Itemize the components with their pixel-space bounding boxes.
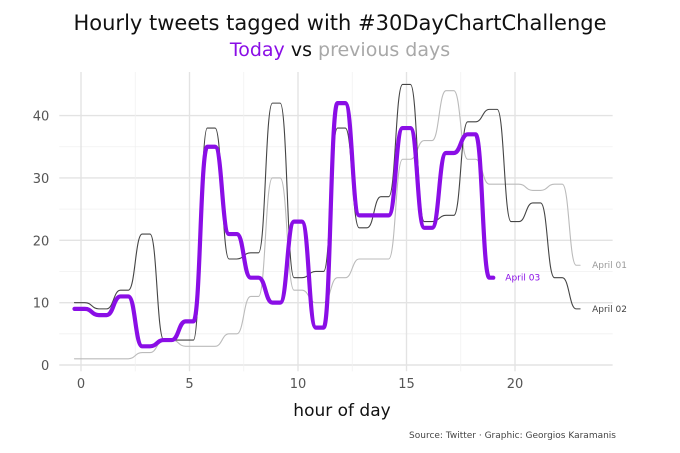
end-label-april-03: April 03 — [505, 274, 540, 284]
end-label-april-01: April 01 — [592, 261, 627, 271]
source-caption: Source: Twitter · Graphic: Georgios Kara… — [409, 431, 616, 441]
x-tick-label: 10 — [290, 377, 307, 392]
y-tick-label: 20 — [33, 234, 50, 249]
subtitle-today: Today — [229, 39, 285, 61]
x-tick-label: 20 — [507, 377, 524, 392]
series-line-april-03 — [72, 101, 496, 349]
subtitle-vs: vs — [291, 39, 318, 61]
axis-ticks: 0 10 20 30 40 0 5 10 15 20 — [33, 110, 524, 393]
y-tick-label: 40 — [33, 110, 50, 125]
subtitle-previous: previous days — [318, 39, 450, 61]
series-lines — [72, 83, 581, 360]
y-tick-label: 0 — [41, 359, 49, 374]
x-tick-label: 15 — [398, 377, 415, 392]
y-tick-label: 10 — [33, 297, 50, 312]
series-end-labels: April 01 April 02 April 03 — [505, 261, 627, 315]
end-label-april-02: April 02 — [592, 305, 627, 315]
x-tick-label: 5 — [185, 377, 193, 392]
x-axis-label: hour of day — [293, 401, 390, 421]
y-tick-label: 30 — [33, 172, 50, 187]
x-tick-label: 0 — [77, 377, 85, 392]
chart-title: Hourly tweets tagged with #30DayChartCha… — [73, 11, 606, 35]
chart-subtitle: Today vs previous days — [229, 39, 450, 61]
